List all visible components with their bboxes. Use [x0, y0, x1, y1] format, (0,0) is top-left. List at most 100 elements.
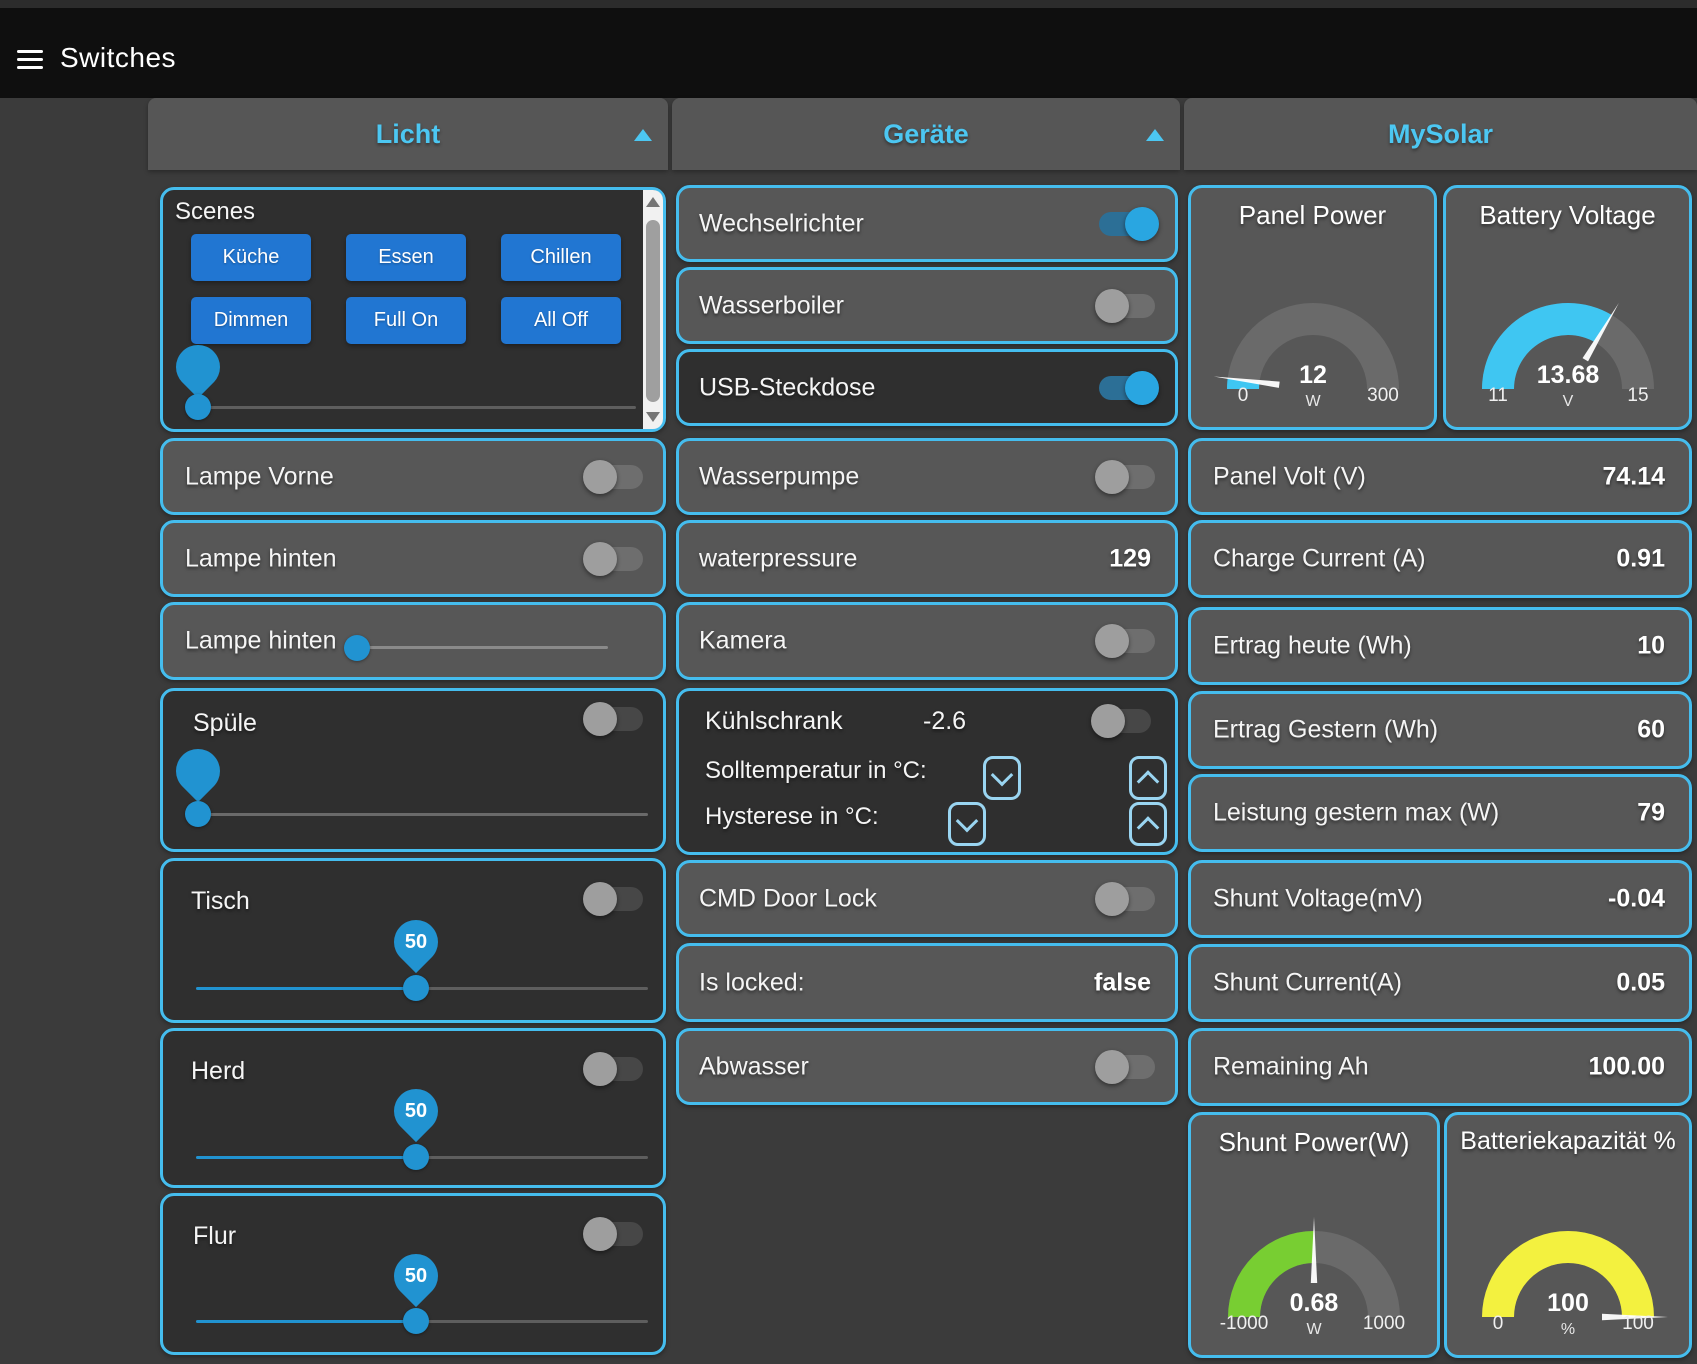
scene-button-alloff[interactable]: All Off [501, 297, 621, 344]
tisch-slider-handle[interactable] [403, 975, 429, 1001]
kuehlschrank-toggle[interactable] [1091, 704, 1151, 738]
herd-slider-track-filled[interactable] [196, 1156, 416, 1159]
tisch-slider-track[interactable] [416, 987, 648, 990]
herd-card: Herd 50 [160, 1028, 666, 1188]
solltemperatur-decrease-button[interactable] [983, 756, 1021, 800]
lampe-vorne-toggle[interactable] [583, 459, 643, 494]
scene-button-kueche[interactable]: Küche [191, 234, 311, 281]
lampe-hinten-slider-track[interactable] [357, 646, 608, 649]
svg-text:12: 12 [1299, 361, 1327, 389]
tisch-slider-pin[interactable]: 50 [384, 910, 448, 974]
scenes-slider-handle[interactable] [185, 394, 211, 420]
svg-text:11: 11 [1488, 385, 1508, 406]
herd-toggle[interactable] [583, 1052, 643, 1086]
panel-title-geraete: Geräte [883, 119, 969, 149]
usb-steckdose-toggle[interactable] [1099, 370, 1159, 405]
spuele-slider-track[interactable] [198, 813, 648, 816]
cmd-door-lock-card: CMD Door Lock [676, 860, 1178, 937]
shunt-current-value: 0.05 [1616, 968, 1665, 997]
tisch-toggle[interactable] [583, 882, 643, 916]
panel-power-gauge: 12 W 0 300 [1193, 277, 1433, 409]
scroll-down-icon[interactable] [646, 412, 660, 422]
herd-slider-handle[interactable] [403, 1144, 429, 1170]
scenes-slider-pin[interactable] [166, 335, 230, 399]
lampe-hinten-slider-handle[interactable] [344, 635, 370, 661]
wechselrichter-toggle[interactable] [1099, 206, 1159, 241]
panel-header-mysolar: MySolar [1184, 98, 1697, 170]
remaining-ah-value: 100.00 [1588, 1052, 1665, 1081]
scene-button-essen[interactable]: Essen [346, 234, 466, 281]
shunt-power-gauge-card: Shunt Power(W) 0.68 W -1000 1000 [1188, 1112, 1440, 1358]
batteriekapazitaet-gauge-card: Batteriekapazität % 100 % 0 100 [1444, 1112, 1692, 1358]
svg-text:13.68: 13.68 [1536, 361, 1599, 389]
scenes-slider-track[interactable] [198, 406, 636, 409]
collapse-arrow-icon[interactable] [1146, 129, 1164, 141]
scenes-card: Scenes Küche Essen Chillen Dimmen Full O… [160, 187, 666, 432]
panel-header-licht: Licht [148, 98, 668, 170]
svg-text:%: % [1561, 1321, 1575, 1337]
panel-power-gauge-title: Panel Power [1238, 200, 1387, 230]
wechselrichter-card: Wechselrichter [676, 185, 1178, 262]
flur-slider-handle[interactable] [403, 1308, 429, 1334]
solltemperatur-increase-button[interactable] [1129, 756, 1167, 800]
svg-text:-1000: -1000 [1220, 1313, 1269, 1334]
abwasser-toggle[interactable] [1095, 1049, 1155, 1084]
panel-title-mysolar: MySolar [1387, 119, 1494, 149]
spuele-toggle[interactable] [583, 702, 643, 736]
window-top-strip [0, 0, 1697, 8]
kuehlschrank-temp-value: -2.6 [923, 707, 967, 735]
charge-current-card: Charge Current (A) 0.91 [1188, 520, 1692, 598]
spuele-slider-pin[interactable] [166, 739, 230, 803]
tisch-slider-track-filled[interactable] [196, 987, 416, 990]
scroll-up-icon[interactable] [646, 197, 660, 207]
flur-label: Flur [193, 1222, 237, 1250]
battery-voltage-gauge-title: Battery Voltage [1479, 200, 1656, 230]
cmd-door-lock-toggle[interactable] [1095, 881, 1155, 916]
scenes-scrollbar[interactable] [643, 190, 663, 429]
flur-slider-track[interactable] [416, 1320, 648, 1323]
waterpressure-value: 129 [1109, 544, 1151, 572]
batteriekapazitaet-gauge: 100 % 0 100 [1448, 1205, 1688, 1337]
svg-text:100: 100 [1547, 1289, 1589, 1317]
kuehlschrank-label: Kühlschrank [705, 707, 843, 735]
flur-toggle[interactable] [583, 1217, 643, 1251]
lampe-hinten-toggle[interactable] [583, 541, 643, 576]
lampe-hinten-switch-card: Lampe hinten [160, 520, 666, 597]
solltemperatur-label: Solltemperatur in °C: [705, 757, 927, 784]
lampe-hinten-slider-card: Lampe hinten [160, 602, 666, 680]
svg-text:W: W [1306, 1321, 1322, 1337]
ertrag-heute-label: Ertrag heute (Wh) [1213, 631, 1412, 660]
scene-button-dimmen[interactable]: Dimmen [191, 297, 311, 344]
kamera-toggle[interactable] [1095, 624, 1155, 658]
flur-slider-track-filled[interactable] [196, 1320, 416, 1323]
menu-icon[interactable] [17, 50, 43, 70]
herd-label: Herd [191, 1057, 246, 1085]
svg-text:W: W [1305, 393, 1321, 409]
wasserboiler-toggle[interactable] [1095, 288, 1155, 323]
herd-slider-track[interactable] [416, 1156, 648, 1159]
lampe-vorne-label: Lampe Vorne [185, 462, 334, 490]
kamera-card: Kamera [676, 602, 1178, 680]
hysterese-decrease-button[interactable] [948, 802, 986, 846]
spuele-label: Spüle [193, 709, 257, 737]
wasserpumpe-label: Wasserpumpe [699, 462, 860, 490]
svg-text:0: 0 [1237, 385, 1248, 406]
lampe-vorne-card: Lampe Vorne [160, 438, 666, 515]
scene-button-fullon[interactable]: Full On [346, 297, 466, 344]
wasserpumpe-toggle[interactable] [1095, 459, 1155, 494]
herd-slider-pin[interactable]: 50 [384, 1079, 448, 1143]
cmd-door-lock-label: CMD Door Lock [699, 884, 877, 912]
flur-slider-pin[interactable]: 50 [384, 1244, 448, 1308]
svg-text:1000: 1000 [1363, 1313, 1405, 1334]
scene-buttons: Küche Essen Chillen Dimmen Full On All O… [191, 234, 621, 344]
hysterese-increase-button[interactable] [1129, 802, 1167, 846]
scenes-label: Scenes [175, 198, 256, 225]
collapse-arrow-icon[interactable] [634, 129, 652, 141]
spuele-slider-handle[interactable] [185, 801, 211, 827]
svg-text:0: 0 [1493, 1313, 1504, 1334]
scene-button-chillen[interactable]: Chillen [501, 234, 621, 281]
hysterese-label: Hysterese in °C: [705, 803, 879, 830]
lampe-hinten-slider-label: Lampe hinten [185, 626, 337, 655]
charge-current-value: 0.91 [1616, 544, 1665, 573]
scrollbar-thumb[interactable] [646, 220, 660, 402]
